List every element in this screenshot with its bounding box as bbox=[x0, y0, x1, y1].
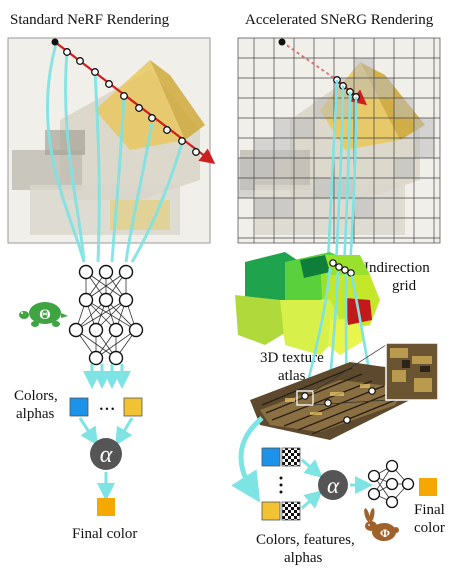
samples-to-alpha-arrows bbox=[78, 417, 134, 446]
left-scene-image bbox=[7, 37, 211, 244]
indirection-grid-label-line2: grid bbox=[392, 278, 417, 294]
turtle-icon bbox=[19, 302, 68, 327]
right-samples-to-alpha-arrows bbox=[301, 458, 323, 510]
colors-alphas-label-line2: alphas bbox=[16, 406, 55, 422]
colors-alphas-label-line1: Colors, bbox=[14, 388, 58, 404]
nerf-mlp-network bbox=[68, 264, 144, 366]
mlp-output-arrows bbox=[83, 364, 131, 389]
alpha-symbol-left: α bbox=[100, 442, 113, 468]
final-color-left-label: Final color bbox=[72, 526, 138, 542]
left-sample-arrows bbox=[45, 43, 184, 263]
texture-atlas-label-line1: 3D texture bbox=[260, 350, 324, 366]
phi-symbol: Φ bbox=[380, 526, 390, 540]
snerg-small-mlp bbox=[367, 459, 415, 509]
left-title: Standard NeRF Rendering bbox=[10, 12, 170, 28]
right-scene-image bbox=[237, 37, 441, 244]
rabbit-icon bbox=[364, 508, 399, 541]
texture-atlas-label-line2: atlas bbox=[278, 368, 306, 384]
final-color-right-label-line1: Final bbox=[414, 502, 445, 518]
indirection-grid-image bbox=[235, 252, 380, 355]
final-color-swatch-right bbox=[419, 478, 437, 496]
texture-atlas-image bbox=[250, 342, 439, 440]
final-color-swatch-left bbox=[97, 498, 115, 516]
final-color-right-label-line2: color bbox=[414, 520, 445, 536]
theta-symbol: Θ bbox=[39, 307, 51, 323]
alpha-symbol-right: α bbox=[327, 473, 340, 498]
vertical-ellipsis bbox=[279, 476, 283, 494]
horizontal-ellipsis: • • • bbox=[100, 404, 114, 414]
colors-features-alphas-label-line1: Colors, features, bbox=[256, 532, 355, 548]
alpha-compositing-left bbox=[90, 438, 122, 470]
atlas-to-samples-arrow bbox=[231, 416, 264, 503]
yellow-sample-swatch bbox=[123, 397, 143, 417]
indirection-grid-label-line1: Indirection bbox=[364, 260, 430, 276]
colors-features-alphas-label-line2: alphas bbox=[284, 550, 323, 566]
left-camera-ray bbox=[51, 38, 216, 164]
right-sample-arrows bbox=[326, 79, 358, 271]
right-samples bbox=[261, 447, 301, 521]
alpha-compositing-right bbox=[318, 470, 348, 500]
blue-sample-swatch bbox=[69, 397, 89, 417]
right-title: Accelerated SNeRG Rendering bbox=[245, 12, 434, 28]
